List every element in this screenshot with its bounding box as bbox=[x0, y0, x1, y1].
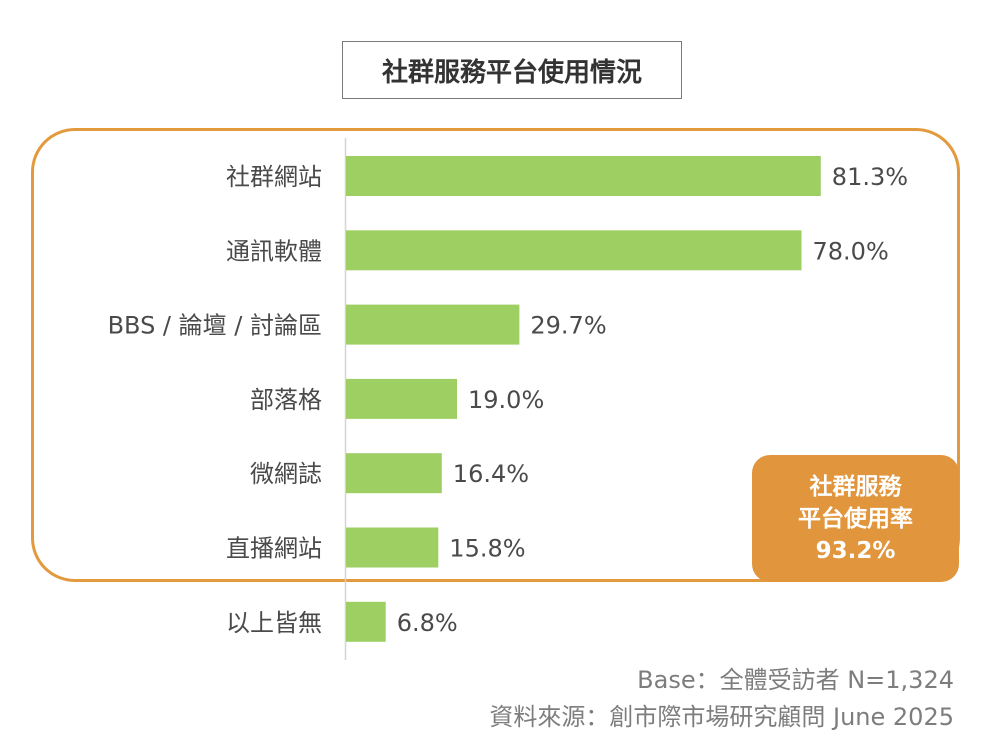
value-label-6: 6.8% bbox=[397, 609, 458, 637]
value-label-5: 15.8% bbox=[449, 535, 525, 563]
value-label-1: 78.0% bbox=[813, 237, 889, 265]
value-label-3: 19.0% bbox=[468, 386, 544, 414]
base-footnote: Base：全體受訪者 N=1,324 bbox=[637, 666, 954, 694]
chart-title: 社群服務平台使用情況 bbox=[342, 41, 682, 99]
category-label-6: 以上皆無 bbox=[226, 609, 322, 637]
category-label-1: 通訊軟體 bbox=[226, 237, 322, 265]
category-label-0: 社群網站 bbox=[226, 163, 322, 191]
callout-line-2: 平台使用率 bbox=[798, 505, 913, 532]
bar-0 bbox=[346, 156, 821, 196]
social-platform-highlight-frame bbox=[31, 128, 960, 582]
category-label-4: 微網誌 bbox=[250, 460, 322, 488]
value-label-2: 29.7% bbox=[530, 312, 606, 340]
bar-3 bbox=[346, 378, 457, 419]
bar-6 bbox=[346, 601, 386, 642]
usage-rate-callout: 社群服務 平台使用率 93.2% bbox=[752, 455, 959, 582]
callout-line-1: 社群服務 bbox=[809, 473, 902, 500]
value-label-0: 81.3% bbox=[832, 163, 908, 191]
category-label-5: 直播網站 bbox=[226, 535, 322, 563]
bar-2 bbox=[346, 304, 520, 345]
bar-5 bbox=[346, 527, 439, 568]
value-labels-group: 81.3% 78.0% 29.7% 19.0% 16.4% 15.8% 6.8% bbox=[397, 163, 908, 637]
bar-4 bbox=[346, 453, 442, 494]
category-label-2: BBS / 論壇 / 討論區 bbox=[108, 312, 322, 340]
value-label-4: 16.4% bbox=[453, 460, 529, 488]
source-footnote: 資料來源：創市際市場研究顧問 June 2025 bbox=[489, 703, 954, 731]
category-label-3: 部落格 bbox=[250, 386, 322, 414]
callout-value: 93.2% bbox=[815, 537, 896, 564]
bar-1 bbox=[346, 230, 802, 271]
bars-group bbox=[346, 156, 821, 642]
